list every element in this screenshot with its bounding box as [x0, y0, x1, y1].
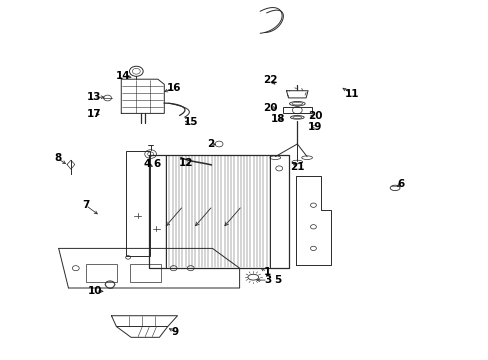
Text: 20: 20 [262, 103, 277, 113]
Text: 22: 22 [262, 75, 277, 85]
Text: 6: 6 [154, 159, 161, 169]
Text: 4: 4 [143, 159, 151, 169]
Text: 21: 21 [289, 162, 304, 172]
Bar [85, 264, 117, 282]
Text: 12: 12 [178, 158, 193, 168]
Bar [149, 155, 288, 268]
Bar [129, 264, 161, 282]
Bar [126, 151, 149, 256]
Text: 11: 11 [344, 89, 359, 99]
Text: 16: 16 [166, 83, 181, 93]
Text: 6: 6 [397, 179, 404, 189]
Text: 15: 15 [183, 117, 198, 127]
Text: 7: 7 [81, 200, 89, 210]
Text: 17: 17 [86, 109, 101, 120]
Text: 3: 3 [264, 275, 271, 285]
Text: 10: 10 [88, 286, 102, 296]
Text: 2: 2 [206, 139, 213, 149]
Text: 19: 19 [307, 122, 322, 132]
Bar [282, 107, 311, 113]
Bar [149, 155, 166, 268]
Text: 1: 1 [263, 267, 270, 277]
Text: 18: 18 [270, 114, 285, 124]
Text: 14: 14 [116, 71, 130, 81]
Text: 13: 13 [86, 92, 101, 102]
Text: 8: 8 [54, 153, 61, 163]
Text: 5: 5 [274, 275, 281, 285]
Text: 9: 9 [171, 327, 178, 337]
Bar [269, 155, 288, 268]
Text: 20: 20 [307, 111, 322, 121]
